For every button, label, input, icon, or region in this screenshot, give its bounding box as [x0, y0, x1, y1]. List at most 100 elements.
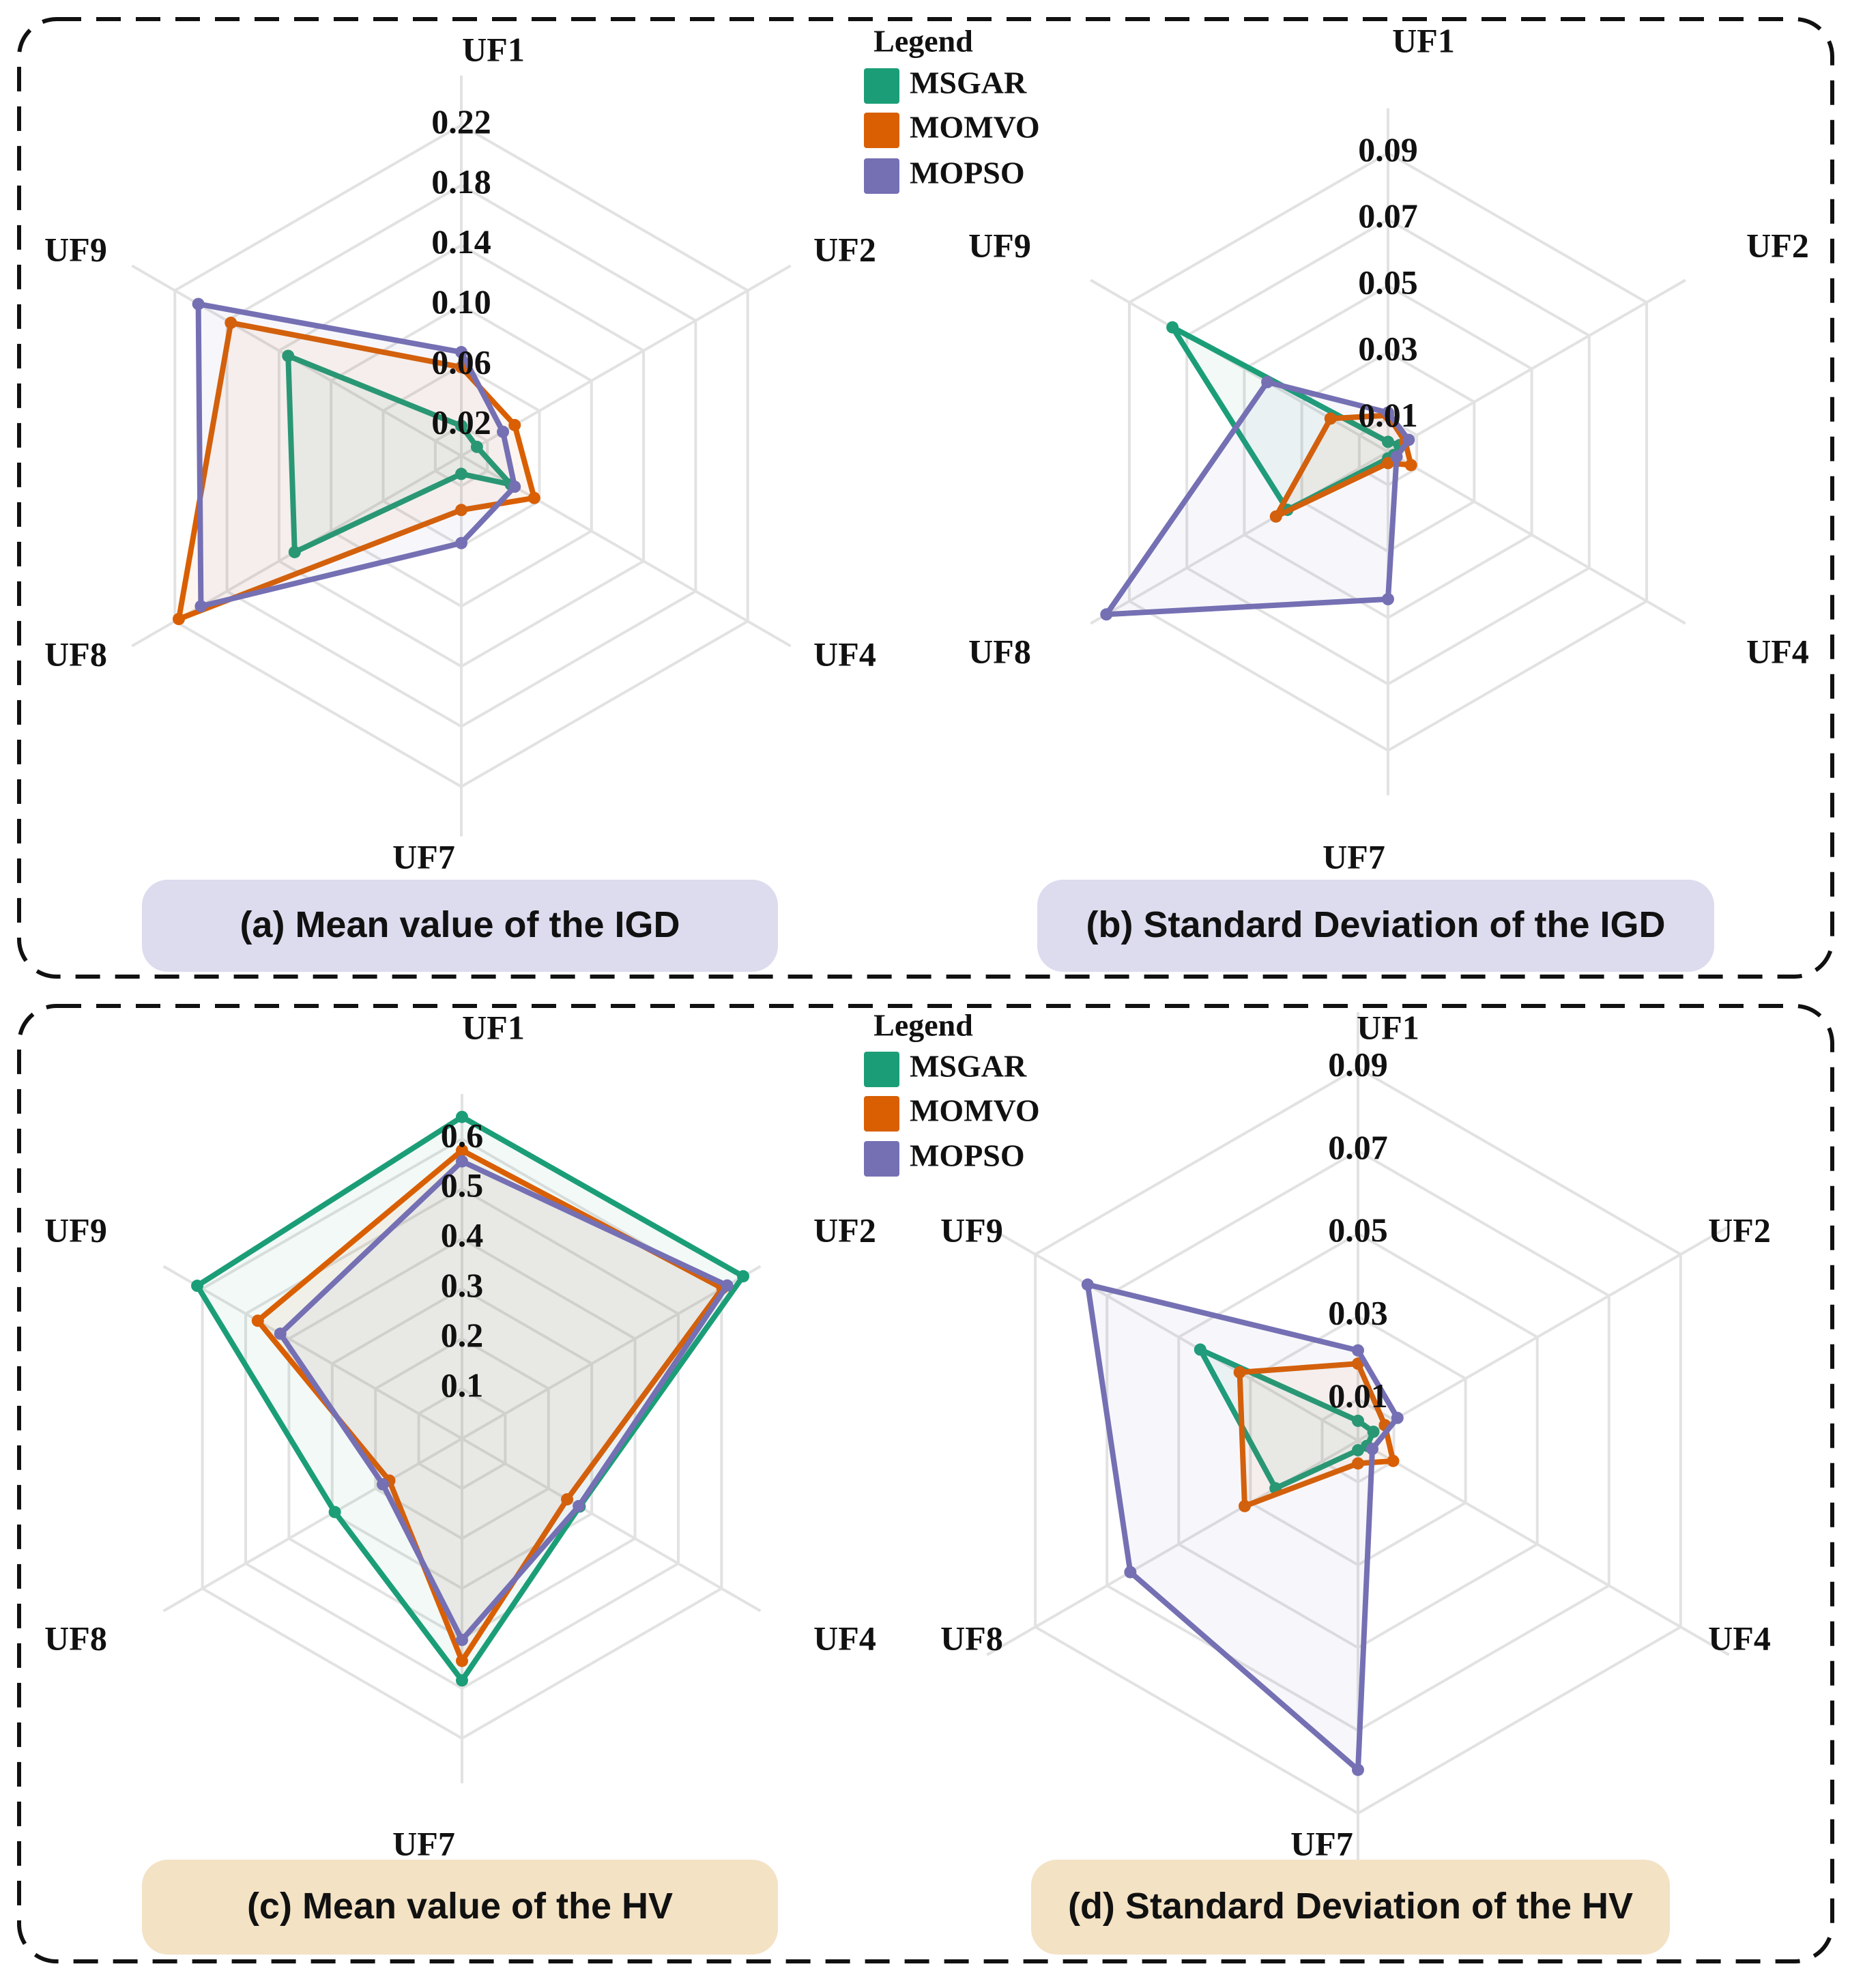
- legend-swatch: [864, 158, 899, 194]
- data-point-uf2: [508, 418, 521, 431]
- legend-item-momvo: MOMVO: [864, 1093, 1040, 1132]
- data-point-uf9: [225, 317, 237, 330]
- grid-spoke: [1090, 450, 1389, 625]
- axis-label-uf8: UF8: [44, 635, 107, 673]
- data-point-uf1: [1382, 406, 1394, 419]
- chart-title-pill: [142, 880, 778, 972]
- legend-label: MSGAR: [910, 1049, 1027, 1084]
- grid-spoke: [986, 1225, 1359, 1442]
- grid-spoke: [1387, 278, 1686, 453]
- grid-spoke: [461, 1437, 762, 1613]
- tick-label: 0.03: [1358, 330, 1418, 368]
- data-point-uf8: [288, 545, 301, 558]
- tick-label: 0.22: [431, 102, 491, 141]
- data-point-uf4: [1366, 1443, 1379, 1456]
- legend-label: MOMVO: [910, 110, 1040, 145]
- data-point-uf7: [1382, 457, 1394, 470]
- axis-label-uf2: UF2: [813, 1211, 876, 1249]
- axis-label-uf2: UF2: [1708, 1211, 1771, 1249]
- data-point-uf2: [1367, 1425, 1380, 1438]
- axis-label-uf8: UF8: [940, 1619, 1003, 1657]
- data-point-uf1: [455, 361, 467, 374]
- hv-panel-frame: [17, 1004, 1834, 1963]
- legend-label: MOPSO: [910, 156, 1025, 190]
- data-point-uf9: [191, 1280, 204, 1293]
- chart-title: (b) Standard Deviation of the IGD: [1086, 904, 1665, 945]
- axis-label-uf9: UF9: [940, 1211, 1003, 1249]
- axis-label-uf7: UF7: [1290, 1824, 1353, 1862]
- axis-label-uf8: UF8: [968, 632, 1031, 670]
- axis-label-uf8: UF8: [44, 1619, 107, 1657]
- legend-swatch: [864, 1052, 899, 1087]
- data-point-uf9: [282, 349, 295, 362]
- legend-swatch: [864, 1096, 899, 1132]
- legend-label: MOPSO: [910, 1138, 1025, 1173]
- axis-label-uf4: UF4: [813, 1619, 876, 1657]
- series-area: [1084, 1282, 1400, 1773]
- tick-label: 0.02: [431, 403, 491, 441]
- tick-label: 0.2: [441, 1316, 484, 1354]
- axis-label-uf1: UF1: [462, 1008, 525, 1046]
- legend-swatch: [864, 1141, 899, 1177]
- legend-label: MOMVO: [910, 1093, 1040, 1128]
- grid-spoke: [461, 1265, 762, 1440]
- data-point-uf4: [1387, 1454, 1400, 1467]
- series-mopso: [1081, 1278, 1404, 1776]
- axis-label-uf1: UF1: [462, 30, 525, 68]
- data-point-uf7: [456, 1633, 468, 1646]
- tick-label: 0.01: [1358, 396, 1418, 434]
- data-point-uf9: [1324, 412, 1337, 425]
- data-point-uf2: [470, 440, 483, 453]
- series-msgar: [1194, 1343, 1380, 1495]
- tick-label: 0.4: [441, 1216, 484, 1254]
- legend-item-mopso: MOPSO: [864, 1138, 1025, 1177]
- chart-title: (d) Standard Deviation of the HV: [1068, 1886, 1633, 1927]
- data-point-uf7: [1352, 1443, 1364, 1456]
- axis-label-uf4: UF4: [1746, 632, 1809, 670]
- data-point-uf8: [1269, 510, 1282, 523]
- legend-igd: Legend MSGAR MOMVO MOPSO: [864, 24, 1040, 194]
- data-point-uf1: [1382, 435, 1394, 448]
- series-momvo: [1233, 1357, 1400, 1512]
- data-point-uf9: [274, 1327, 287, 1340]
- legend-item-msgar: MSGAR: [864, 1049, 1027, 1087]
- tick-label: 0.1: [441, 1366, 484, 1404]
- data-point-uf1: [456, 1110, 468, 1123]
- data-point-uf7: [456, 1674, 468, 1687]
- data-point-uf1: [455, 345, 467, 358]
- tick-label: 0.03: [1328, 1293, 1388, 1331]
- data-point-uf4: [1404, 459, 1417, 472]
- data-point-uf8: [172, 613, 185, 626]
- data-point-uf2: [737, 1270, 750, 1283]
- data-point-uf7: [455, 504, 467, 517]
- tick-label: 0.18: [431, 162, 491, 201]
- series-mopso: [274, 1155, 734, 1646]
- legend-swatch: [864, 113, 899, 148]
- data-point-uf7: [455, 536, 467, 549]
- axis-label-uf7: UF7: [392, 1824, 455, 1862]
- data-point-uf4: [1390, 450, 1403, 463]
- data-point-uf8: [1124, 1566, 1137, 1579]
- chart-title-pill: [1037, 880, 1714, 972]
- data-point-uf9: [1261, 375, 1274, 388]
- tick-label: 0.06: [431, 343, 491, 381]
- series-msgar: [282, 349, 517, 558]
- grid-spoke: [1357, 1225, 1730, 1442]
- legend-hv: Legend MSGAR MOMVO MOPSO: [864, 1008, 1040, 1177]
- data-point-uf1: [1352, 1414, 1364, 1427]
- data-point-uf7: [1352, 1763, 1364, 1776]
- chart-title-pill: [1031, 1860, 1670, 1955]
- legend-title: Legend: [873, 1008, 973, 1043]
- chart-title-pill: [142, 1860, 778, 1955]
- data-point-uf8: [328, 1506, 341, 1518]
- tick-label: 0.14: [431, 222, 491, 261]
- series-mopso: [1100, 375, 1415, 621]
- axis-label-uf9: UF9: [44, 1211, 107, 1249]
- data-point-uf9: [192, 298, 205, 311]
- tick-label: 0.3: [441, 1266, 484, 1304]
- data-point-uf8: [1238, 1499, 1251, 1512]
- data-point-uf2: [1391, 1411, 1404, 1424]
- tick-label: 0.07: [1358, 197, 1418, 235]
- tick-label: 0.10: [431, 283, 491, 321]
